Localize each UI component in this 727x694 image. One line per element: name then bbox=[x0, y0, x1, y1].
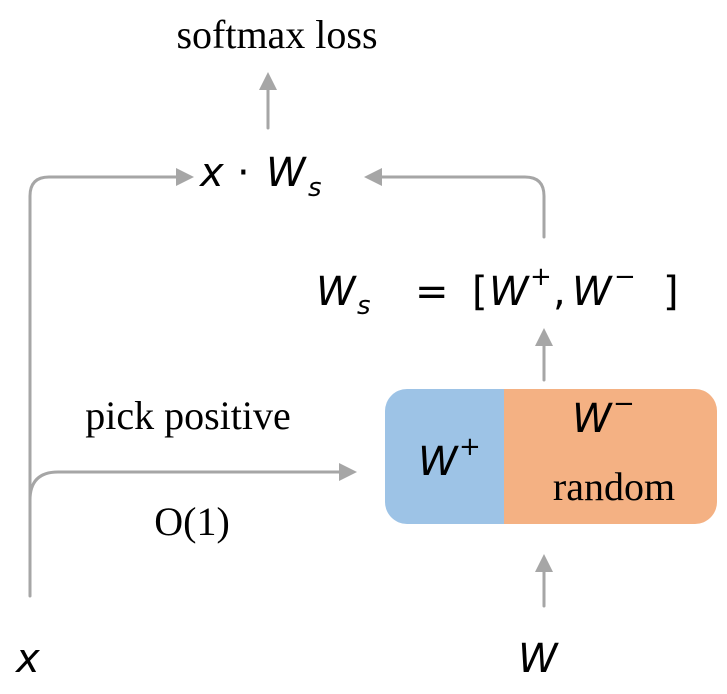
negative-weights-block bbox=[504, 389, 717, 524]
random-label: random bbox=[553, 464, 675, 509]
eq-plus-superscript: + bbox=[530, 262, 552, 292]
eq-minus-superscript: − bbox=[614, 262, 636, 292]
complexity-label: O(1) bbox=[154, 499, 230, 544]
eq-comma: , bbox=[553, 269, 566, 315]
pick-positive-label: pick positive bbox=[85, 393, 291, 438]
arrowhead-up-loss bbox=[259, 72, 277, 90]
input-W: W bbox=[518, 636, 559, 682]
product-dot: · bbox=[237, 150, 250, 196]
block-plus-superscript: + bbox=[459, 432, 481, 462]
product-W: W bbox=[266, 150, 307, 196]
eq-equals: = bbox=[415, 269, 449, 315]
softmax-loss-label: softmax loss bbox=[176, 12, 377, 57]
input-x: x bbox=[14, 636, 40, 682]
block-minus-superscript: − bbox=[613, 389, 635, 419]
eq-close-bracket: ] bbox=[663, 269, 679, 315]
arrowhead-up-ws bbox=[535, 328, 553, 346]
weight-block: W + W − random bbox=[385, 389, 717, 524]
eq-W: W bbox=[316, 269, 357, 315]
connector-x-to-product bbox=[28, 175, 180, 598]
block-W-minus: W bbox=[572, 396, 613, 442]
positive-weights-block bbox=[385, 389, 504, 524]
eq-W-minus: W bbox=[572, 269, 613, 315]
product-subscript-s: s bbox=[308, 173, 322, 203]
eq-W-plus: W bbox=[489, 269, 530, 315]
connector-x-to-block bbox=[28, 470, 342, 502]
product-x: x bbox=[198, 150, 224, 196]
eq-subscript-s: s bbox=[357, 291, 371, 321]
arrowhead-right-block bbox=[339, 463, 357, 481]
ws-equation: W s = [ W + , W − ] bbox=[316, 262, 679, 321]
block-W-plus: W bbox=[418, 439, 459, 485]
arrowhead-up-block bbox=[535, 554, 553, 572]
arrowhead-left-product bbox=[364, 168, 382, 186]
connector-ws-to-product bbox=[378, 175, 546, 239]
eq-open-bracket: [ bbox=[472, 269, 488, 315]
product-expression: x · W s bbox=[198, 150, 322, 203]
arrowhead-right-product bbox=[176, 168, 194, 186]
